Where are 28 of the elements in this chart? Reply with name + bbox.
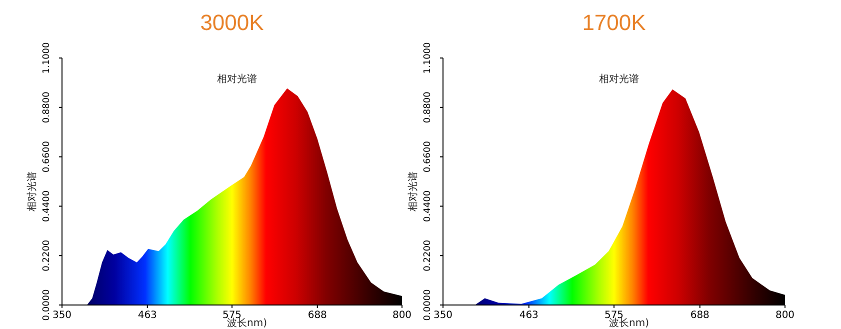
y-axis-title: 相对光谱 [26,172,38,212]
text: 相对光谱 [599,73,639,85]
y-tick-label: 0.4400 [42,190,52,222]
y-tick-label: 0.0000 [42,288,52,321]
y-axis-title: 相对光谱 [407,172,419,212]
x-tick-label: 800 [392,310,412,321]
y-tick-label: 0.4400 [423,190,433,222]
x-axis-title: 波长nm) [609,317,650,329]
y-tick-label: 0.2200 [42,240,52,272]
y-tick-label: 0.6600 [42,140,52,173]
y-tick-label: 1.1000 [42,42,52,74]
chart-title: 3000K [200,10,264,35]
x-tick-label: 688 [690,310,710,321]
y-tick-label: 0.2200 [423,240,433,272]
y-tick-label: 0.0000 [423,288,433,321]
x-tick-label: 463 [138,310,157,321]
x-tick-label: 688 [308,310,327,321]
y-tick-label: 0.6600 [423,140,433,173]
x-tick-label: 350 [52,310,72,321]
y-tick-label: 0.8800 [423,91,433,124]
x-tick-label: 350 [433,310,453,321]
y-tick-label: 0.8800 [42,91,52,124]
x-tick-label: 800 [775,310,795,321]
y-tick-label: 1.1000 [423,42,433,74]
x-tick-label: 463 [519,310,538,321]
text: 相对光谱 [217,73,257,85]
chart-title: 1700K [582,10,646,35]
x-axis-title: 波长nm) [227,317,268,329]
